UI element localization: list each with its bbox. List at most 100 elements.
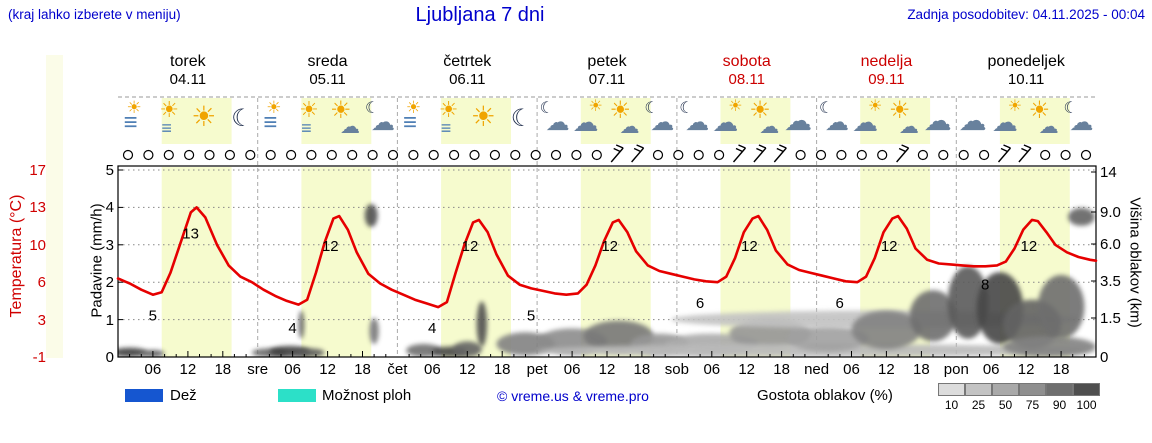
- wind-calm-icon: [530, 149, 541, 161]
- x-axis-label: 06: [424, 361, 441, 378]
- sun-icon: ☀: [159, 97, 180, 122]
- temp-value-label: 12: [1021, 238, 1038, 255]
- wind-barb-icon: [753, 144, 767, 163]
- daylight-band: [580, 98, 651, 144]
- fog-icon: ≡: [440, 118, 452, 138]
- temp-value-label: 12: [601, 238, 618, 255]
- density-cell: [938, 383, 965, 396]
- day-date: 07.11: [588, 71, 626, 89]
- wind-barb-icon: [1018, 144, 1032, 163]
- temp-value-label: 4: [288, 320, 296, 337]
- wind-calm-icon: [326, 149, 337, 161]
- cloud-density-layer: [118, 204, 1096, 357]
- temp-value-label: 8: [981, 277, 989, 294]
- credit-link[interactable]: © vreme.us & vreme.pro: [497, 388, 649, 404]
- cloud-icon: ☁: [572, 107, 599, 137]
- x-axis-label: 18: [1052, 361, 1070, 378]
- temp-tick-label: 3: [37, 311, 46, 329]
- day-header: nedelja 09.11: [811, 52, 961, 89]
- wind-calm-icon: [713, 149, 725, 161]
- cloud-icon: ☁: [759, 116, 780, 138]
- day-date: 05.11: [309, 71, 346, 89]
- wind-calm-icon: [815, 149, 827, 161]
- wind-calm-icon: [1060, 149, 1071, 161]
- cloud-blob: [298, 310, 305, 339]
- cloud-density-label: Gostota oblakov (%): [757, 387, 893, 404]
- cloud-tick-label: 6.0: [1100, 236, 1121, 253]
- rain-legend-label: Dež: [170, 387, 197, 404]
- showers-legend-label: Možnost ploh: [322, 387, 412, 404]
- wind-calm-icon: [306, 149, 317, 161]
- precip-tick-label: 5: [105, 162, 114, 179]
- fog-icon: ≡: [161, 118, 172, 138]
- day-name: torek: [170, 53, 206, 70]
- x-axis-label: 06: [563, 361, 581, 378]
- rain-legend-swatch: [125, 389, 163, 402]
- fog-icon: ≡: [123, 109, 138, 136]
- cloud-tick-label: 9.0: [1100, 204, 1121, 221]
- sun-icon: ☀: [405, 98, 422, 117]
- sun-icon: ☀: [330, 97, 352, 124]
- wind-calm-icon: [469, 149, 480, 161]
- x-axis-label: 18: [354, 361, 371, 378]
- density-cell: [1019, 383, 1046, 396]
- cloud-blob: [118, 347, 148, 357]
- day-name: sobota: [722, 53, 771, 70]
- cloud-blob: [1002, 336, 1096, 357]
- temp-value-label: 12: [322, 238, 339, 255]
- wind-calm-icon: [877, 149, 888, 161]
- density-tick-label: 25: [971, 398, 986, 412]
- daylight-band: [720, 98, 791, 144]
- weather-icon-sun-fog: ☀ ≡: [433, 99, 467, 143]
- day-date: 04.11: [169, 71, 207, 89]
- weather-icon-sun-cloud: ☀ ☁: [887, 99, 921, 143]
- daylight-band: [441, 98, 511, 144]
- cloud-blob: [295, 348, 325, 357]
- wind-calm-icon: [652, 149, 664, 161]
- wind-calm-icon: [938, 149, 949, 161]
- day-date: 09.11: [868, 71, 905, 89]
- cloud-icon: ☁: [1069, 109, 1094, 136]
- wind-barb-icon: [631, 144, 645, 163]
- wind-calm-icon: [693, 149, 704, 161]
- day-name: sreda: [307, 53, 348, 70]
- day-header: sobota 08.11: [672, 52, 822, 89]
- wind-calm-icon: [978, 149, 990, 161]
- last-update: Zadnja posodobitev: 04.11.2025 - 00:04: [907, 7, 1145, 22]
- wind-calm-icon: [673, 149, 684, 161]
- sun-icon: ☀: [266, 98, 282, 117]
- density-tick-label: 100: [1076, 398, 1097, 412]
- x-axis-label: 18: [493, 361, 511, 378]
- weather-icon-cloud-moon: ☾ ☁: [363, 99, 397, 143]
- cloud-icon: ☁: [898, 116, 919, 138]
- wind-calm-icon: [408, 149, 419, 161]
- density-tick-label: 50: [998, 398, 1013, 412]
- density-tick-label: 90: [1052, 398, 1067, 412]
- temp-value-label: 12: [462, 238, 479, 255]
- weather-icon-sun-cloud: ☀ ☁: [328, 99, 362, 143]
- wind-barb-icon: [732, 144, 747, 163]
- wind-calm-icon: [795, 149, 806, 161]
- cloud-icon: ☁: [685, 109, 710, 136]
- wind-barb-icon: [610, 144, 624, 163]
- temperature-colorbar: [46, 55, 63, 358]
- cloud-tick-label: 3.5: [1100, 273, 1121, 290]
- temp-tick-label: 10: [29, 236, 46, 254]
- cloud-icon: ☁: [545, 109, 570, 136]
- wind-calm-icon: [917, 149, 929, 161]
- wind-calm-icon: [550, 149, 562, 161]
- temp-value-label: 6: [696, 295, 704, 312]
- x-axis-label: sob: [664, 361, 689, 378]
- weather-icon-moon: ☾: [223, 99, 257, 143]
- day-name: nedelja: [860, 53, 913, 70]
- cloud-icon: ☁: [340, 116, 360, 138]
- density-tick-label: 75: [1025, 398, 1040, 412]
- temp-value-label: 6: [836, 295, 844, 312]
- x-axis-label: 12: [319, 361, 336, 378]
- weather-icon-sun-fog: ☀ ≡: [153, 99, 187, 143]
- x-axis-label: 12: [1017, 361, 1035, 378]
- sun-icon: ☀: [438, 97, 459, 122]
- day-date: 06.11: [449, 71, 486, 89]
- weather-icon-sun: ☀: [468, 99, 502, 143]
